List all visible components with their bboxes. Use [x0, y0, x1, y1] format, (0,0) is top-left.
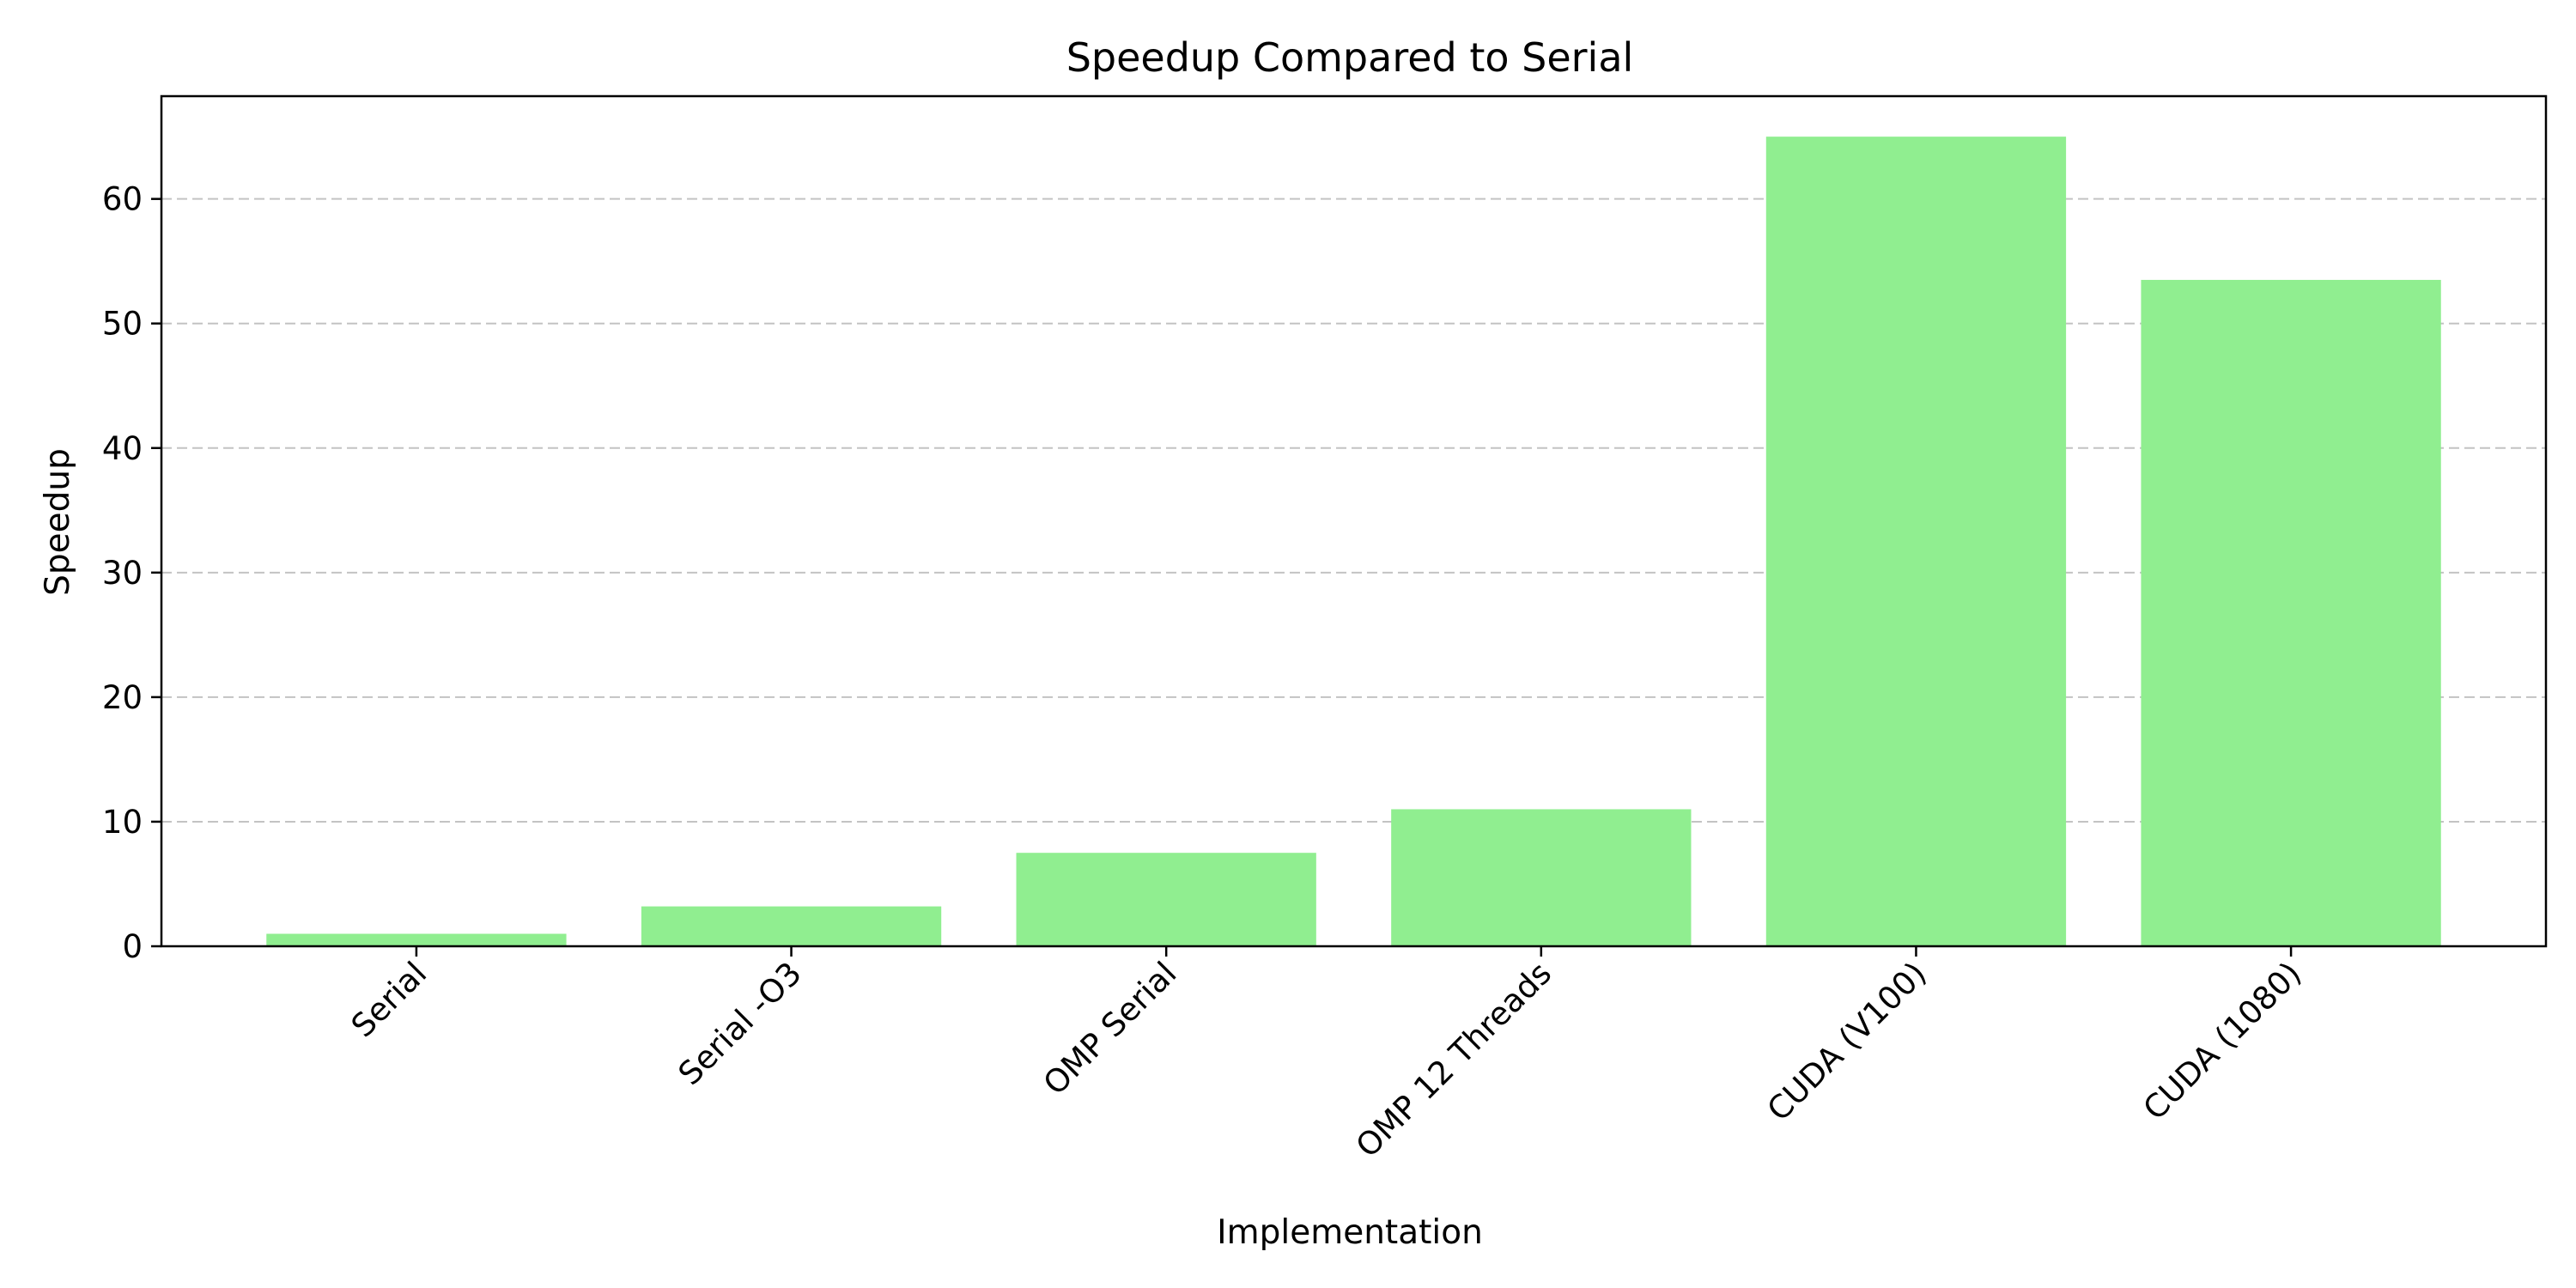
y-axis-label: Speedup	[39, 448, 77, 596]
bar-serial	[266, 933, 566, 946]
x-axis-label: Implementation	[1217, 1213, 1483, 1252]
bar-omp-12-threads	[1391, 809, 1691, 946]
y-tick-label-50: 50	[102, 306, 143, 343]
y-tick-label-60: 60	[102, 181, 143, 218]
x-tick-label-cuda-1080: CUDA (1080)	[2136, 955, 2309, 1127]
y-tick-label-10: 10	[102, 804, 143, 841]
bar-cuda-v100	[1766, 137, 2066, 946]
y-axis: 0 10 20 30 40 50 60	[102, 181, 161, 965]
x-tick-label-omp-12-threads: OMP 12 Threads	[1349, 955, 1558, 1164]
x-tick-label-omp-serial: OMP Serial	[1036, 955, 1184, 1103]
y-tick-label-30: 30	[102, 555, 143, 592]
x-axis: Serial Serial -O3 OMP Serial OMP 12 Threads…	[344, 946, 2309, 1164]
chart-title: Speedup Compared to Serial	[1066, 34, 1634, 81]
x-tick-label-cuda-v100: CUDA (V100)	[1760, 955, 1934, 1128]
y-tick-label-20: 20	[102, 679, 143, 716]
bar-cuda-1080	[2141, 280, 2440, 946]
y-tick-label-0: 0	[122, 928, 143, 965]
bar-serial-o3	[641, 907, 941, 946]
bar-omp-serial	[1017, 853, 1316, 946]
x-tick-label-serial: Serial	[344, 955, 434, 1044]
bars	[266, 137, 2440, 946]
y-tick-label-40: 40	[102, 430, 143, 467]
x-tick-label-serial-o3: Serial -O3	[671, 955, 809, 1092]
